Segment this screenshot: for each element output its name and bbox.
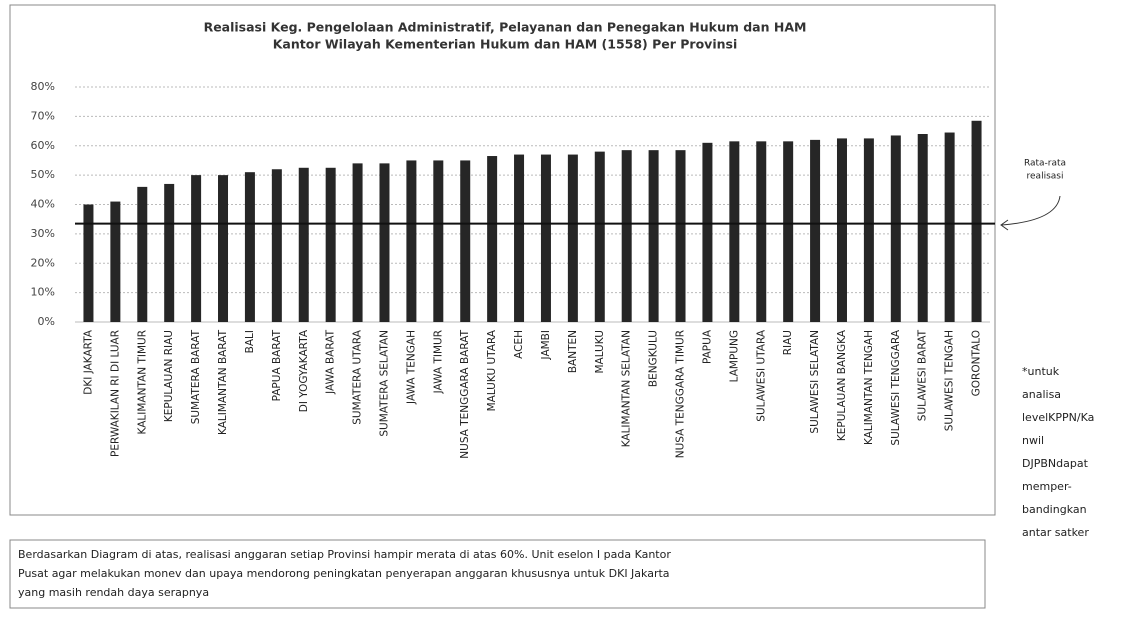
bar (298, 167, 309, 322)
x-tick-label: RIAU (782, 330, 794, 355)
bar (271, 169, 282, 322)
bar (756, 141, 767, 322)
bottom-note: Berdasarkan Diagram di atas, realisasi a… (18, 548, 671, 561)
bar (836, 138, 847, 322)
side-note: bandingkan (1022, 503, 1087, 516)
bottom-note: Pusat agar melakukan monev dan upaya men… (18, 567, 670, 580)
bar (83, 204, 94, 322)
x-tick-label: JAWA TENGAH (405, 330, 417, 405)
reference-label: realisasi (1027, 172, 1064, 182)
x-tick-label: SUMATERA UTARA (352, 329, 364, 425)
bar (352, 163, 363, 322)
chart-title: Kantor Wilayah Kementerian Hukum dan HAM… (273, 37, 737, 52)
bar (540, 154, 551, 322)
chart-title: Realisasi Keg. Pengelolaan Administratif… (204, 20, 807, 35)
x-tick-label: KALIMANTAN TENGAH (863, 330, 875, 445)
bar (944, 132, 955, 322)
x-tick-label: DI YOGYAKARTA (298, 329, 310, 412)
x-tick-label: JAWA BARAT (325, 329, 337, 394)
x-tick-label: PERWAKILAN RI DI LUAR (109, 330, 121, 457)
bar (514, 154, 525, 322)
bar (863, 138, 874, 322)
x-tick-label: KEPULAUAN RIAU (163, 330, 175, 422)
side-note: antar satker (1022, 526, 1089, 539)
bar (971, 120, 982, 322)
x-tick-label: KALIMANTAN SELATAN (621, 330, 633, 447)
bar (325, 167, 336, 322)
x-tick-label: BENGKULU (648, 330, 660, 387)
x-tick-label: KALIMANTAN BARAT (217, 329, 229, 435)
x-tick-label: SULAWESI BARAT (917, 329, 929, 421)
x-tick-label: KEPULAUAN BANGKA (836, 329, 848, 441)
y-tick-label: 80% (31, 80, 55, 93)
y-tick-label: 70% (31, 109, 55, 122)
x-tick-label: SULAWESI TENGAH (944, 330, 956, 431)
bar (702, 142, 713, 322)
bar (110, 201, 121, 322)
note-frame (9, 539, 986, 609)
bar (567, 154, 578, 322)
x-tick-label: MALUKU UTARA (486, 329, 498, 411)
x-tick-label: LAMPUNG (728, 330, 740, 382)
bar (379, 163, 390, 322)
x-tick-label: SUMATERA BARAT (190, 329, 202, 424)
x-tick-label: MALUKU (594, 330, 606, 374)
x-tick-label: ACEH (513, 330, 525, 359)
x-tick-label: BANTEN (567, 330, 579, 373)
x-tick-label: SULAWESI SELATAN (809, 330, 821, 434)
side-note: *untuk (1022, 365, 1060, 378)
x-tick-label: NUSA TENGGARA BARAT (459, 329, 471, 458)
x-tick-label: SULAWESI UTARA (755, 329, 767, 422)
arrow-head (1000, 219, 1009, 231)
y-tick-label: 30% (31, 227, 55, 240)
bar (244, 172, 255, 322)
x-tick-label: DKI JAKARTA (82, 329, 94, 395)
bar (137, 186, 148, 322)
x-tick-label: SUMATERA SELATAN (378, 330, 390, 437)
x-tick-label: KALIMANTAN TIMUR (136, 330, 148, 434)
x-tick-label: JAWA TIMUR (432, 330, 444, 394)
x-tick-label: GORONTALO (971, 330, 983, 396)
bar (191, 175, 202, 322)
bar (594, 151, 605, 322)
bar (621, 150, 632, 322)
bar (433, 160, 444, 322)
side-note: memper- (1022, 480, 1072, 493)
bar (810, 139, 821, 322)
bar (487, 156, 498, 322)
side-note: analisa (1022, 388, 1061, 401)
bar (890, 135, 901, 322)
y-tick-label: 0% (38, 315, 55, 328)
side-note: nwil (1022, 434, 1044, 447)
bar (783, 141, 794, 322)
bottom-note: yang masih rendah daya serapnya (18, 586, 209, 599)
side-note: DJPBNdapat (1022, 457, 1089, 470)
bar (218, 175, 229, 322)
x-tick-label: JAMBI (540, 330, 552, 360)
bar (648, 150, 659, 322)
x-tick-label: PAPUA (701, 329, 713, 364)
bar (164, 183, 175, 322)
side-note: levelKPPN/Ka (1022, 411, 1094, 424)
bar (917, 134, 928, 322)
arrow (1001, 195, 1061, 226)
bar (460, 160, 471, 322)
y-tick-label: 60% (31, 139, 55, 152)
y-tick-label: 10% (31, 286, 55, 299)
bar (675, 150, 686, 322)
x-tick-label: SULAWESI TENGGARA (890, 329, 902, 445)
y-tick-label: 20% (31, 256, 55, 269)
x-tick-label: PAPUA BARAT (271, 329, 283, 401)
y-tick-label: 40% (31, 198, 55, 211)
bar (729, 141, 740, 322)
x-tick-label: BALI (244, 330, 256, 353)
x-tick-label: NUSA TENGGARA TIMUR (675, 330, 687, 458)
reference-label: Rata-rata (1024, 159, 1066, 169)
bar (406, 160, 417, 322)
y-tick-label: 50% (31, 168, 55, 181)
